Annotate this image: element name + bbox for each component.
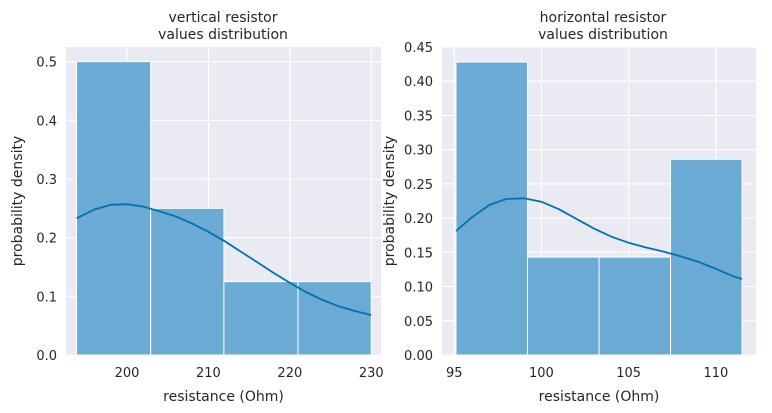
histogram-bar: [526, 256, 600, 356]
y-tick-label: 0.45: [404, 41, 433, 56]
x-axis-label: resistance (Ohm): [163, 389, 284, 405]
kde-line: [76, 203, 372, 316]
x-tick-label: 95: [446, 366, 463, 381]
y-tick-label: 0.25: [404, 178, 433, 193]
y-tick-label: 0.15: [404, 246, 433, 261]
x-tick-label: 100: [529, 366, 554, 381]
y-tick-label: 0.3: [36, 173, 57, 188]
y-tick-label: 0.2: [36, 232, 57, 247]
histogram-bar: [223, 281, 299, 356]
x-tick-label: 110: [703, 366, 728, 381]
x-tick-label: 230: [359, 366, 384, 381]
x-tick-label: 220: [277, 366, 302, 381]
y-tick-label: 0.0: [36, 349, 57, 364]
histogram-bars: [76, 61, 372, 356]
x-tick-label: 105: [616, 366, 641, 381]
y-tick-label: 0.40: [404, 75, 433, 90]
x-tick-labels: 200 210 220 230: [115, 366, 384, 381]
chart-horizontal-resistor: 95 100 105 110 0.00 0.05 0.10 0.15 0.20 0.25 0.30…: [382, 10, 756, 405]
histogram-bar: [598, 256, 672, 356]
y-tick-label: 0.30: [404, 144, 433, 159]
y-tick-labels: 0.00 0.05 0.10 0.15 0.20 0.25 0.30 0.35 0.40 0.45: [404, 41, 433, 364]
histogram-bar: [150, 207, 225, 356]
x-tick-labels: 95 100 105 110: [446, 366, 728, 381]
histogram-bar: [455, 61, 528, 356]
y-tick-label: 0.00: [404, 349, 433, 364]
chart-title-line-1: vertical resistor: [169, 10, 278, 26]
kde-line: [455, 197, 743, 280]
x-axis-label: resistance (Ohm): [539, 389, 660, 405]
x-tick-label: 210: [196, 366, 221, 381]
y-tick-label: 0.10: [404, 281, 433, 296]
y-axis-label: probability density: [10, 136, 26, 266]
y-axis-label: probability density: [382, 136, 398, 266]
x-tick-label: 200: [115, 366, 140, 381]
y-tick-label: 0.5: [36, 56, 57, 71]
chart-title-line-1: horizontal resistor: [540, 10, 667, 26]
chart-title-line-2: values distribution: [158, 27, 288, 43]
chart-title-line-2: values distribution: [538, 27, 668, 43]
y-tick-label: 0.20: [404, 212, 433, 227]
y-tick-label: 0.05: [404, 315, 433, 330]
y-tick-labels: 0.0 0.1 0.2 0.3 0.4 0.5: [36, 56, 57, 364]
y-tick-label: 0.35: [404, 109, 433, 124]
histogram-bar: [76, 61, 152, 356]
chart-vertical-resistor: 200 210 220 230 0.0 0.1 0.2 0.3 0.4 0.5 vertical…: [10, 10, 384, 405]
y-tick-label: 0.4: [36, 114, 57, 129]
y-tick-label: 0.1: [36, 290, 57, 305]
